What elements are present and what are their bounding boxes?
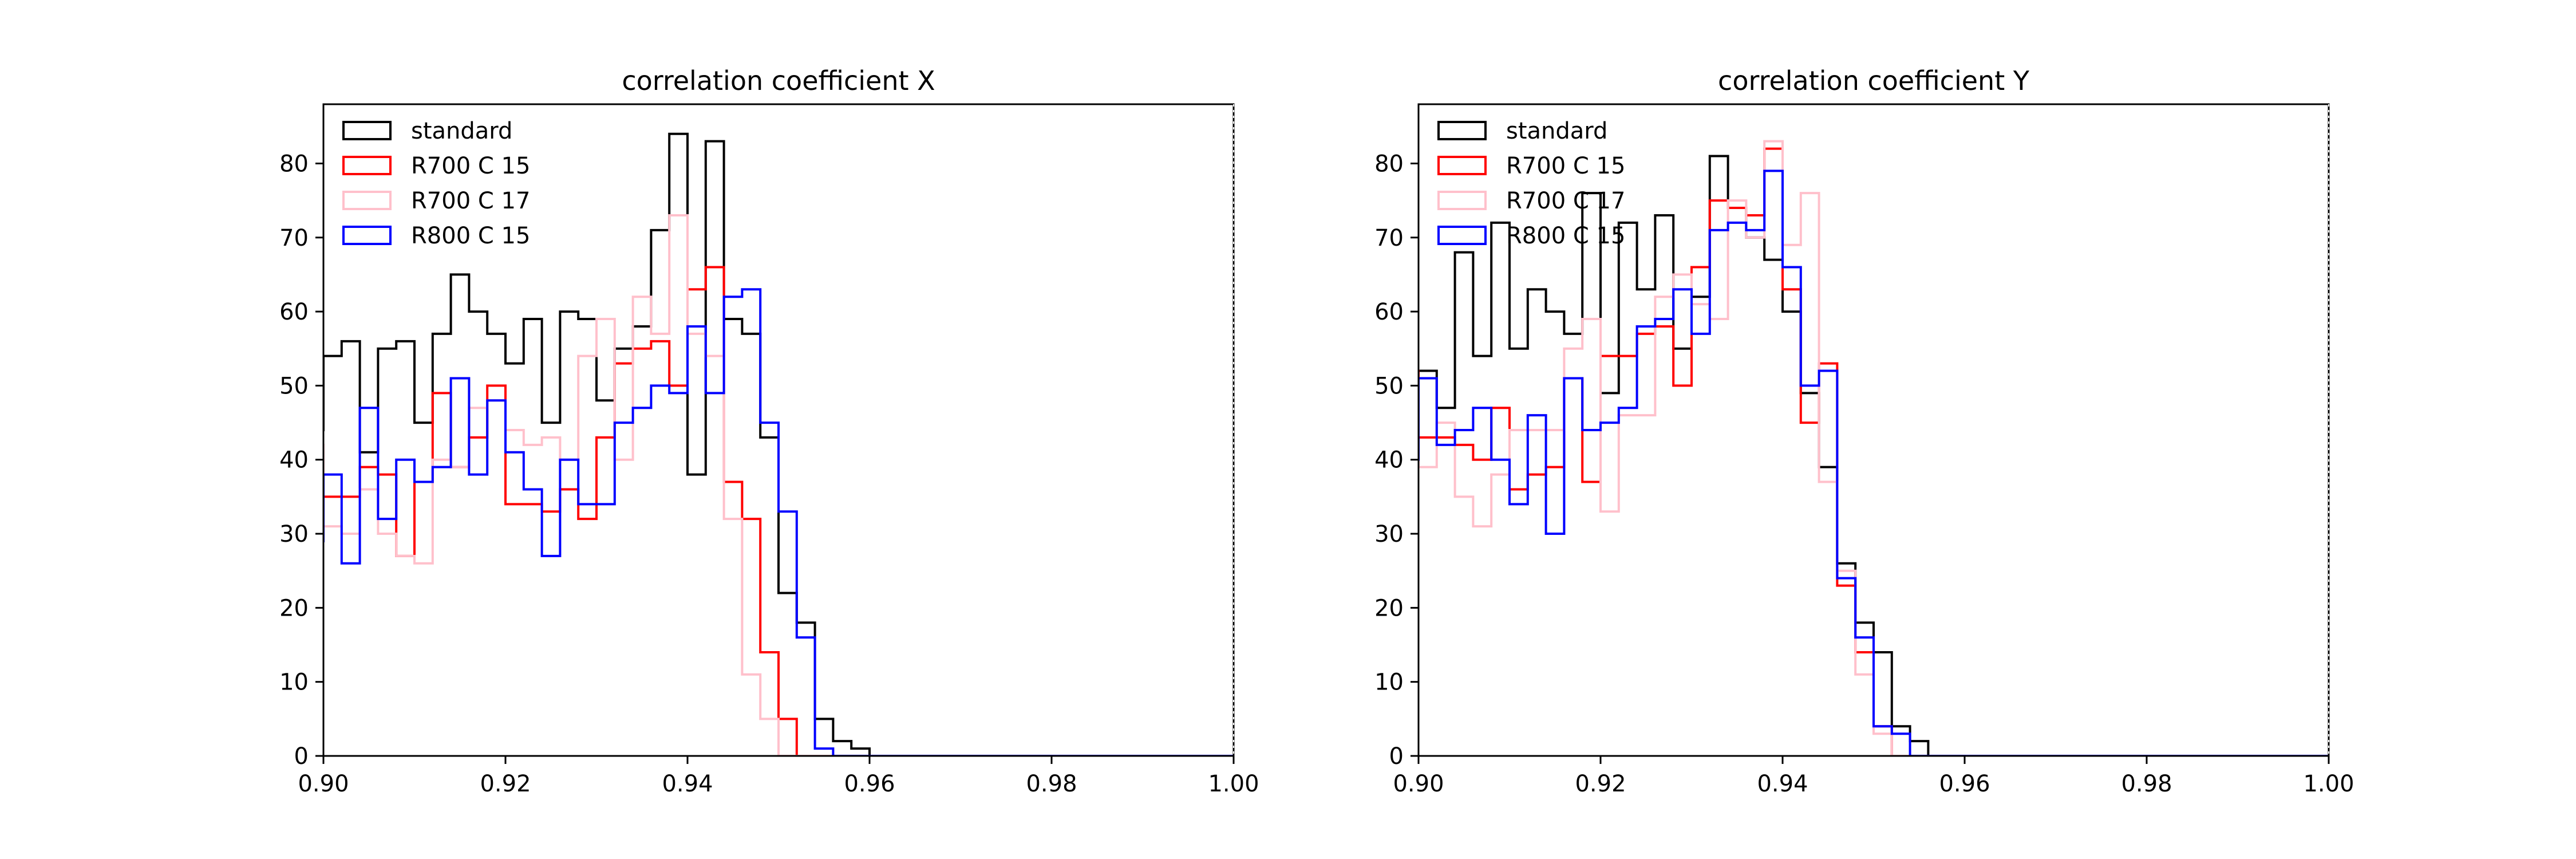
y-tick-label: 70 (279, 225, 309, 251)
y-tick-label: 50 (279, 373, 309, 399)
y-tick-label: 60 (1374, 299, 1404, 325)
legend-swatch (1437, 226, 1487, 245)
series-line-r800-c-15 (323, 288, 1234, 756)
y-tick-label: 60 (279, 299, 309, 325)
axes-frame (322, 103, 1235, 757)
legend: standard R700 C 15 R700 C 17 R800 C 15 (342, 118, 530, 249)
series-line-r700-c-17 (323, 214, 1234, 756)
x-tick-label: 0.92 (1575, 771, 1626, 797)
legend-label: R800 C 15 (1506, 223, 1625, 249)
legend: standard R700 C 15 R700 C 17 R800 C 15 (1437, 118, 1625, 249)
x-tick-label: 1.00 (2303, 771, 2354, 797)
series-line-r700-c-15 (323, 266, 1234, 756)
y-tick-label: 20 (279, 595, 309, 621)
y-tick-label: 40 (1374, 447, 1404, 474)
x-tick-label: 0.90 (1393, 771, 1444, 797)
legend-label: R700 C 15 (1506, 153, 1625, 179)
y-tick-label: 10 (1374, 669, 1404, 696)
y-tick-label: 70 (1374, 225, 1404, 251)
x-tick-label: 0.92 (480, 771, 531, 797)
legend-label: standard (1506, 118, 1607, 144)
y-tick-label: 20 (1374, 595, 1404, 621)
x-tick-label: 0.90 (298, 771, 349, 797)
legend-swatch (342, 121, 392, 140)
x-tick-label: 0.96 (1939, 771, 1990, 797)
legend-label: R700 C 17 (411, 188, 530, 214)
series-line-r800-c-15 (1419, 170, 2329, 756)
series-line-r700-c-17 (1419, 140, 2329, 756)
y-tick-label: 80 (1374, 151, 1404, 177)
legend-label: R700 C 17 (1506, 188, 1625, 214)
x-tick-label: 0.98 (2121, 771, 2172, 797)
legend-swatch (1437, 191, 1487, 210)
y-tick-label: 30 (279, 521, 309, 547)
y-tick-label: 80 (279, 151, 309, 177)
x-tick-label: 0.94 (1757, 771, 1808, 797)
series-line-standard (1419, 155, 2329, 756)
y-tick-label: 0 (1389, 743, 1404, 770)
series-line-standard (323, 132, 1234, 756)
x-tick-label: 0.98 (1026, 771, 1077, 797)
legend-swatch (1437, 156, 1487, 175)
legend-swatch (342, 191, 392, 210)
series-group (323, 132, 1234, 756)
y-tick-label: 0 (294, 743, 309, 770)
legend-swatch (1437, 121, 1487, 140)
axes-frame (1417, 103, 2330, 757)
chart-panel-x: correlation coefficient X 0.90 0.92 0.94 0.… (279, 65, 1259, 797)
y-tick-label: 10 (279, 669, 309, 696)
chart-title: correlation coefficient Y (1718, 65, 2030, 96)
y-tick-label: 30 (1374, 521, 1404, 547)
legend-label: R700 C 15 (411, 153, 530, 179)
x-tick-label: 0.96 (844, 771, 895, 797)
x-tick-label: 1.00 (1208, 771, 1259, 797)
legend-label: standard (411, 118, 512, 144)
chart-panel-y: correlation coefficient Y 0.90 0.92 0.94 0.… (1374, 65, 2354, 797)
legend-swatch (342, 226, 392, 245)
legend-label: R800 C 15 (411, 223, 530, 249)
chart-title: correlation coefficient X (622, 65, 935, 96)
legend-swatch (342, 156, 392, 175)
y-tick-label: 50 (1374, 373, 1404, 399)
x-tick-label: 0.94 (662, 771, 713, 797)
series-group (1419, 140, 2329, 756)
y-tick-label: 40 (279, 447, 309, 474)
